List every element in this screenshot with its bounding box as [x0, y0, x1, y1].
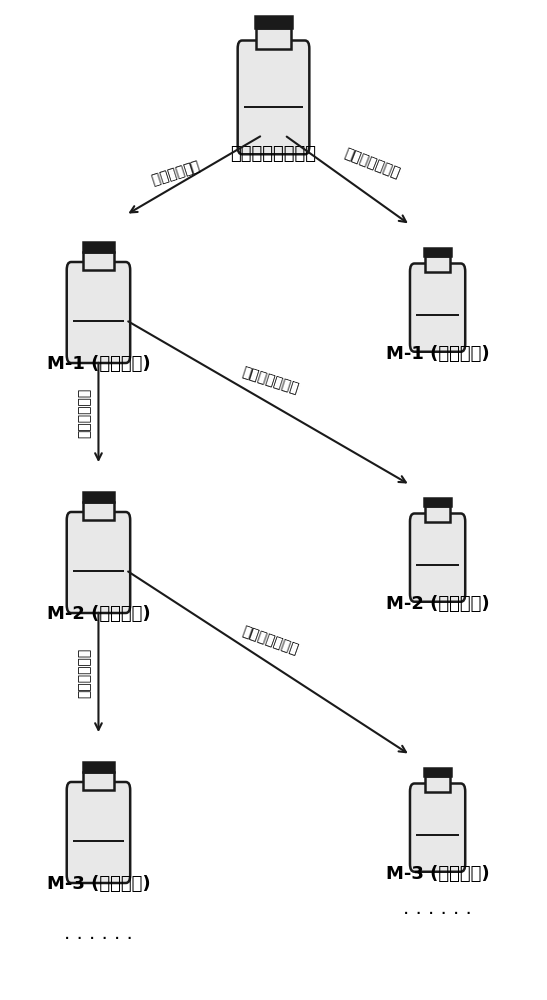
Bar	[425, 506, 450, 521]
Bar	[83, 242, 114, 252]
Bar	[424, 498, 451, 506]
Bar	[424, 248, 451, 256]
Text: 不进行磁功能化: 不进行磁功能化	[241, 624, 300, 657]
Bar	[83, 492, 114, 502]
Text: 原厌氧脱氯培养物: 原厌氧脱氯培养物	[230, 145, 317, 163]
Bar	[425, 256, 450, 271]
Text: · · · · · ·: · · · · · ·	[64, 930, 133, 949]
Bar	[83, 252, 114, 270]
FancyBboxPatch shape	[410, 263, 465, 352]
Bar	[83, 762, 114, 772]
Bar	[83, 502, 114, 520]
Text: M-1 (用于传代): M-1 (用于传代)	[46, 355, 150, 373]
Text: 进行磁功能化: 进行磁功能化	[78, 647, 92, 698]
FancyBboxPatch shape	[410, 784, 465, 872]
Text: M-3 (用于检测): M-3 (用于检测)	[386, 865, 490, 883]
FancyBboxPatch shape	[410, 514, 465, 602]
FancyBboxPatch shape	[67, 782, 130, 883]
Text: 不进行磁功能化: 不进行磁功能化	[240, 365, 300, 396]
Bar	[424, 768, 451, 776]
Bar	[255, 16, 292, 28]
FancyBboxPatch shape	[67, 262, 130, 363]
FancyBboxPatch shape	[67, 512, 130, 613]
Text: M-1 (用于检测): M-1 (用于检测)	[386, 345, 490, 363]
Text: M-2 (用于检测): M-2 (用于检测)	[386, 595, 490, 613]
Text: M-3 (用于传代): M-3 (用于传代)	[46, 875, 150, 893]
Bar	[256, 28, 291, 48]
FancyBboxPatch shape	[237, 40, 310, 154]
Bar	[83, 772, 114, 790]
Text: M-2 (用于传代): M-2 (用于传代)	[46, 605, 150, 623]
Bar	[425, 776, 450, 792]
Text: 进行磁功能化: 进行磁功能化	[148, 157, 201, 186]
Text: · · · · · ·: · · · · · ·	[403, 905, 472, 924]
Text: 不进行磁功能化: 不进行磁功能化	[342, 146, 401, 181]
Text: 进行磁功能化: 进行磁功能化	[78, 387, 92, 438]
